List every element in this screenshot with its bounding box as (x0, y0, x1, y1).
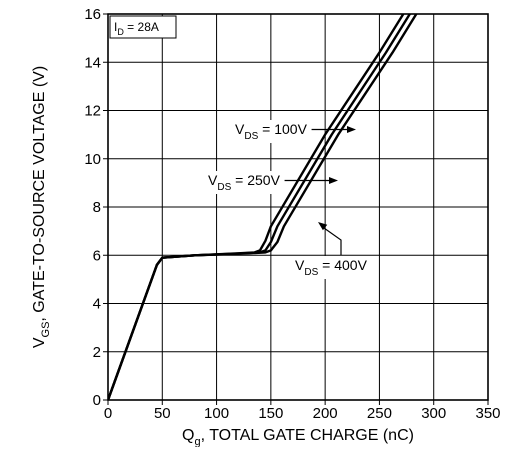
grid-layer (108, 14, 488, 400)
y-tick-label: 14 (84, 54, 101, 71)
y-tick-label: 12 (84, 103, 101, 120)
annotation-rest: = 250V (231, 172, 280, 188)
y-tick-label: 2 (93, 344, 101, 361)
annotation-sub: DS (217, 182, 231, 193)
y-tick-label: 0 (93, 392, 101, 409)
ticks-layer: 0 50 100 150 200 250 300 350 0 2 4 6 8 10 12 14 16 (84, 6, 500, 422)
condition-rest: = 28A (124, 20, 159, 34)
condition-main: I (114, 20, 117, 34)
x-tick-label: 50 (154, 405, 171, 422)
y-title-sub: GS (40, 322, 52, 338)
annotation-bg-400v (293, 256, 370, 279)
annotation-vds-400v: VDS = 400V (295, 257, 368, 278)
annotation-bg-250v (206, 171, 283, 194)
annotation-arrowhead-250v (329, 177, 338, 184)
series-layer (108, 14, 418, 400)
annotation-arrowhead-100v (347, 126, 356, 133)
x-tick-label: 350 (475, 405, 500, 422)
annotation-rest: = 100V (258, 121, 307, 137)
annotation-main: V (208, 172, 218, 188)
annotations-layer: VDS = 100V VDS = 250V VDS = 400V (206, 120, 370, 279)
x-tick-label: 300 (421, 405, 446, 422)
y-tick-label: 6 (93, 247, 101, 264)
annotation-arrow-400v (323, 227, 342, 255)
condition-sub: D (117, 27, 124, 37)
series-line-vds-400v (108, 14, 418, 400)
annotation-sub: DS (244, 131, 258, 142)
x-tick-label: 100 (204, 405, 229, 422)
annotation-arrowhead-400v (318, 222, 328, 231)
x-axis-title: Qg, TOTAL GATE CHARGE (nC) (182, 427, 414, 447)
x-tick-label: 200 (313, 405, 338, 422)
y-tick-label: 8 (93, 199, 101, 216)
y-tick-label: 10 (84, 151, 101, 168)
x-tick-label: 150 (258, 405, 283, 422)
y-axis-title: VGS, GATE-TO-SOURCE VOLTAGE (V) (31, 66, 52, 348)
annotation-rest: = 400V (318, 257, 367, 273)
annotation-main: V (235, 121, 245, 137)
x-tick-label: 0 (104, 405, 112, 422)
annotation-vds-100v: VDS = 100V (235, 121, 308, 142)
condition-box (109, 15, 177, 39)
annotation-bg-100v (233, 120, 310, 143)
y-title-main: V (31, 337, 48, 348)
y-title-rest: , GATE-TO-SOURCE VOLTAGE (V) (31, 66, 48, 322)
y-tick-label: 16 (84, 6, 101, 23)
annotation-sub: DS (304, 267, 318, 278)
condition-label: ID = 28A (109, 15, 177, 39)
x-title-rest: , TOTAL GATE CHARGE (nC) (201, 427, 414, 444)
condition-text: ID = 28A (114, 20, 159, 37)
y-tick-label: 4 (93, 296, 101, 313)
annotation-main: V (295, 257, 305, 273)
annotation-vds-250v: VDS = 250V (208, 172, 281, 193)
x-title-sub: g (194, 436, 200, 447)
x-tick-label: 250 (367, 405, 392, 422)
x-title-main: Q (182, 427, 194, 444)
